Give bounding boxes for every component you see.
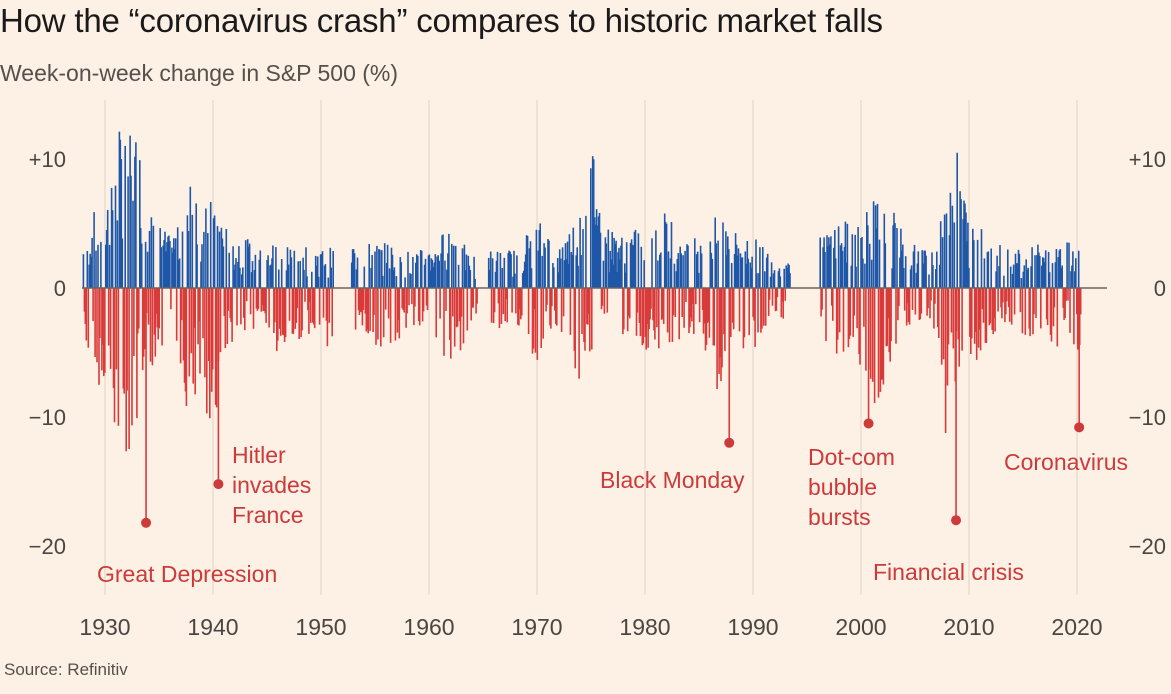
- event-annotations: Great Depression Hitler invades France Black…: [97, 418, 1128, 587]
- annotation-label: Black Monday: [600, 467, 745, 493]
- x-tick-label: 2000: [835, 614, 886, 640]
- annotation-label: Coronavirus: [1004, 449, 1128, 475]
- x-tick-label: 2010: [943, 614, 994, 640]
- y-tick-label-right: 0: [1154, 276, 1166, 301]
- chart-subtitle: Week-on-week change in S&P 500 (%): [0, 60, 399, 86]
- annotation-label: Financial crisis: [873, 559, 1024, 585]
- x-tick-label: 1930: [79, 614, 130, 640]
- chart-title: How the “coronavirus crash” compares to …: [0, 2, 883, 39]
- y-tick-label-left: −20: [29, 534, 66, 559]
- x-tick-label: 1940: [187, 614, 238, 640]
- x-tick-label: 2020: [1051, 614, 1102, 640]
- y-tick-label-right: +10: [1129, 147, 1166, 172]
- annotation-dot: [1074, 422, 1085, 433]
- y-tick-label-left: −10: [29, 405, 66, 430]
- y-tick-label-left: +10: [29, 147, 66, 172]
- annotation-label: bubble: [808, 474, 877, 500]
- annotation-label: invades: [232, 472, 311, 498]
- annotation-dot: [951, 515, 962, 526]
- annotation-label: Great Depression: [97, 561, 277, 587]
- y-tick-label-right: −20: [1129, 534, 1166, 559]
- y-tick-label-left: 0: [54, 276, 66, 301]
- annotation-label: Hitler: [232, 442, 286, 468]
- annotation-label: bursts: [808, 504, 871, 530]
- x-tick-label: 1970: [511, 614, 562, 640]
- x-tick-label: 1980: [619, 614, 670, 640]
- gridlines: [104, 100, 1078, 595]
- annotation-label: France: [232, 502, 304, 528]
- weekly-change-bars: [82, 131, 1082, 523]
- y-tick-label-right: −10: [1129, 405, 1166, 430]
- annotation-dot: [141, 517, 152, 528]
- x-tick-label: 1950: [295, 614, 346, 640]
- annotation-dot: [213, 479, 224, 490]
- x-tick-label: 1960: [403, 614, 454, 640]
- axes: 1930 1940 1950 1960 1970 1980 1990 2000 2010 2020…: [29, 147, 1166, 640]
- x-tick-label: 1990: [727, 614, 778, 640]
- annotation-label: Dot-com: [808, 444, 895, 470]
- chart-source: Source: Refinitiv: [4, 660, 128, 679]
- annotation-dot: [863, 418, 874, 429]
- annotation-dot: [724, 437, 735, 448]
